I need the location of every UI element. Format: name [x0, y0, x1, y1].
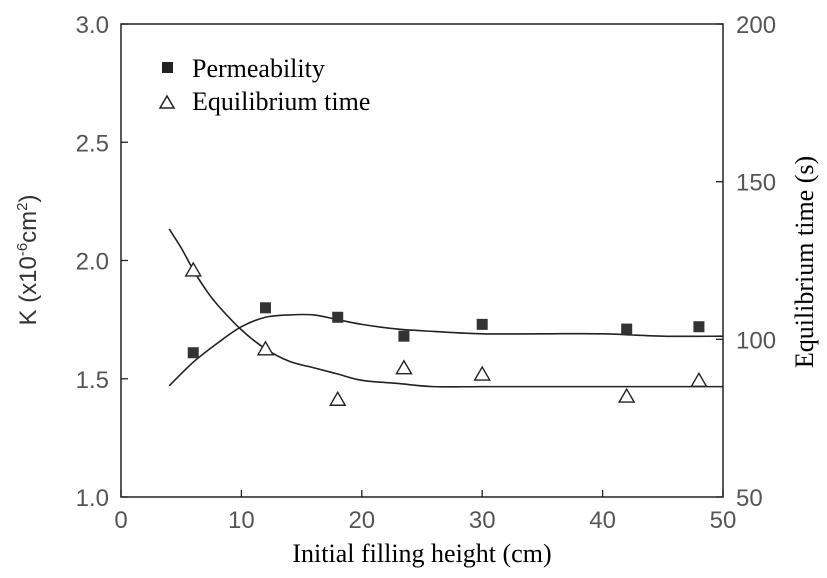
- fit-curve-permeability: [168, 313, 724, 387]
- y-right-tick-label: 150: [736, 170, 776, 197]
- y-left-tick-label: 2.0: [76, 249, 109, 276]
- data-point-equilibrium-time: [617, 387, 636, 403]
- x-tick-label: 0: [114, 507, 127, 534]
- legend-marker-permeability: [162, 62, 173, 73]
- data-point-equilibrium-time: [329, 390, 347, 406]
- x-tick-label: 40: [589, 507, 616, 534]
- data-point-equilibrium-time: [184, 261, 202, 277]
- legend: Permeability Equilibrium time: [158, 54, 370, 116]
- legend-label-permeability: Permeability: [192, 54, 325, 83]
- x-tick-label: 10: [228, 507, 255, 534]
- y-right-tick-label: 50: [736, 485, 763, 512]
- data-point-permeability: [693, 321, 705, 333]
- fit-curve-equilibrium-time: [168, 228, 723, 388]
- y-left-label-end: ): [15, 194, 42, 202]
- y-left-label-unit: cm: [15, 211, 42, 243]
- fit-curves: [168, 228, 724, 388]
- data-point-equilibrium-time: [256, 340, 275, 356]
- y-left-label-exp1: -6: [14, 243, 31, 256]
- data-point-equilibrium-time: [473, 365, 491, 381]
- data-point-permeability: [476, 318, 488, 330]
- legend-label-equilibrium-time: Equilibrium time: [192, 87, 370, 116]
- data-point-permeability: [332, 311, 344, 323]
- y-left-tick-label: 3.0: [76, 12, 109, 39]
- y-left-tick-label: 1.0: [76, 485, 109, 512]
- y-left-label-main: K (x10: [15, 256, 42, 325]
- x-axis-label: Initial filling height (cm): [292, 539, 551, 568]
- data-point-permeability: [187, 347, 199, 359]
- y-left-tick-label: 1.5: [76, 367, 109, 394]
- data-point-permeability: [398, 330, 410, 342]
- x-tick-label: 20: [348, 507, 375, 534]
- y-left-tick-label: 2.5: [76, 130, 109, 157]
- data-marks: [184, 261, 708, 406]
- y-left-label-exp2: 2: [14, 202, 31, 210]
- data-point-equilibrium-time: [690, 371, 708, 388]
- y-right-axis-label: Equilibrium time (s): [790, 156, 819, 368]
- x-tick-label: 30: [469, 507, 496, 534]
- legend-marker-equilibrium-time: [158, 94, 176, 109]
- y-right-tick-label: 100: [736, 327, 776, 354]
- y-right-tick-label: 200: [736, 12, 776, 39]
- data-point-permeability: [621, 323, 633, 335]
- x-tick-label: 50: [710, 507, 737, 534]
- data-point-permeability: [259, 302, 271, 314]
- axes: 0 10 20 30 40 50 1.0 1.5 2.0 2.5 3.0 50 100 150 200: [76, 12, 776, 534]
- data-point-equilibrium-time: [395, 359, 413, 375]
- y-left-axis-label: K (x10-6cm2): [14, 194, 42, 325]
